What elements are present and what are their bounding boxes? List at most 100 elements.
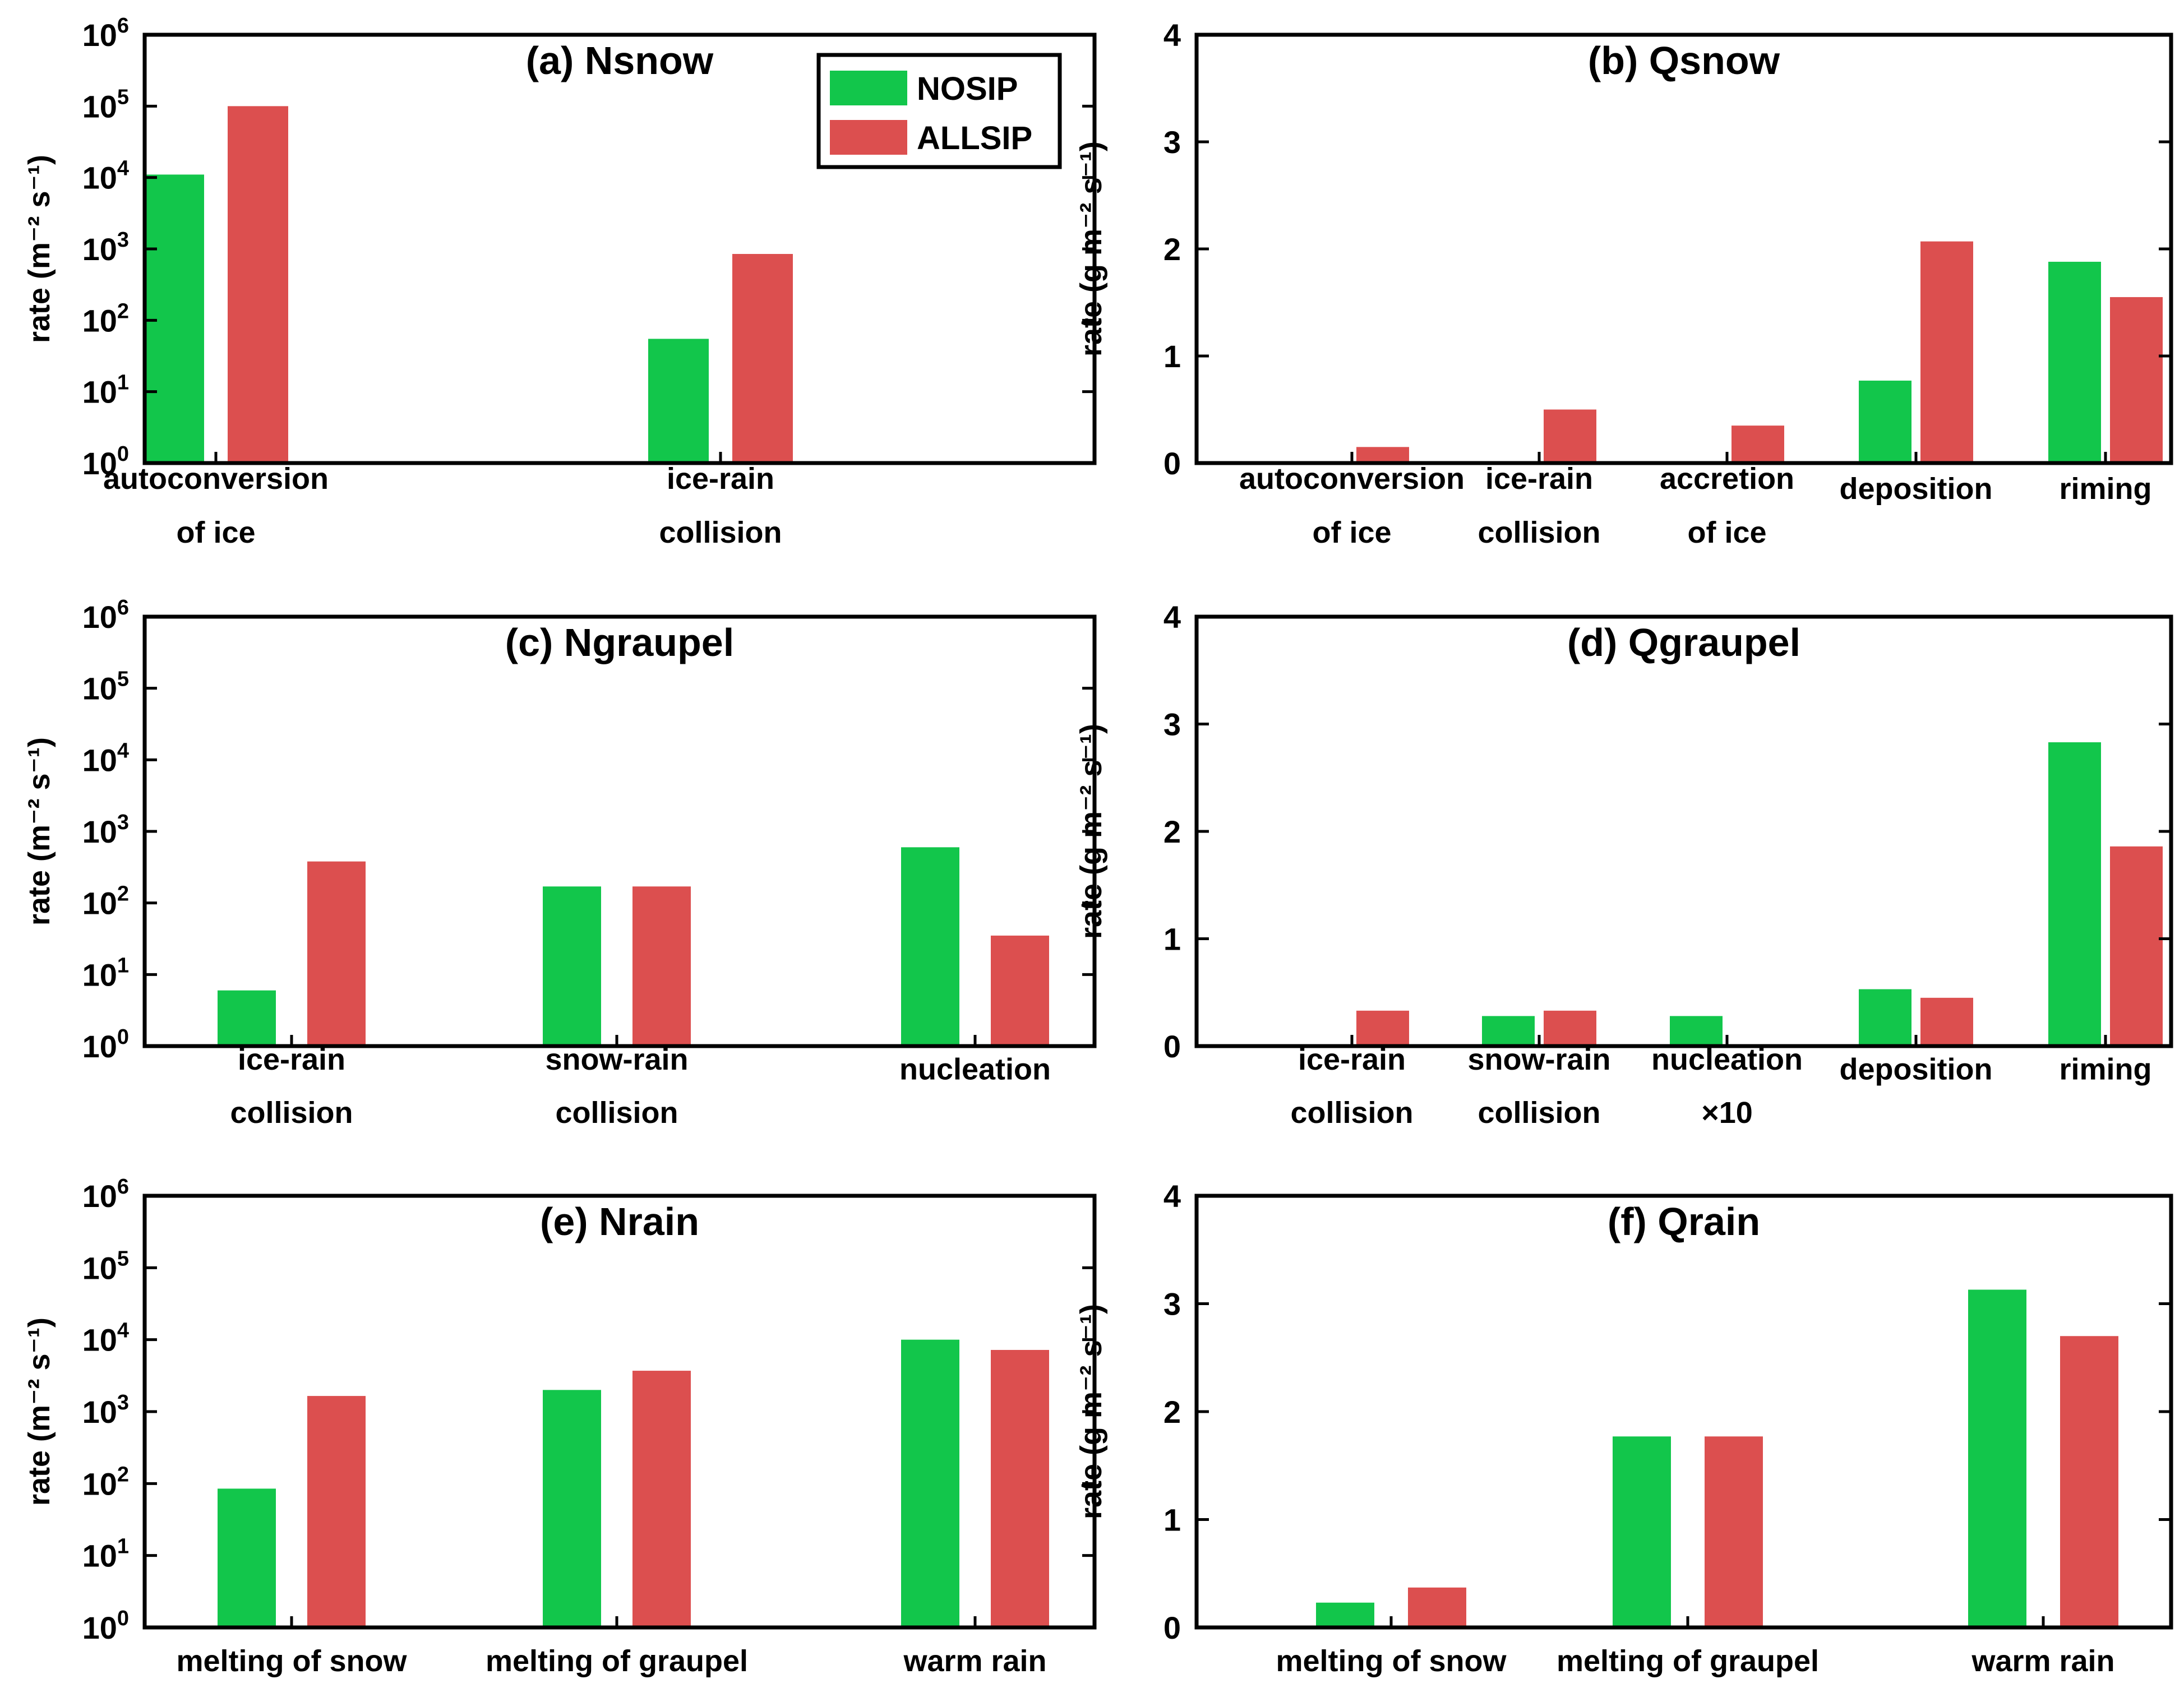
y-tick-label: 106 <box>82 596 129 635</box>
x-category-label: autoconversion <box>103 462 329 496</box>
legend-swatch-allsip <box>830 120 907 155</box>
tick-exponent: 3 <box>117 811 129 834</box>
bar-allsip-3 <box>991 935 1049 1046</box>
y-tick-label: 1 <box>1163 339 1181 374</box>
panel-f: 0 1 2 3 4 melting of snow melting of graupel wa… <box>1074 1178 2173 1678</box>
y-tick-label: 0 <box>1163 1610 1181 1645</box>
tick-base: 10 <box>82 303 117 338</box>
x-category-label: melting of graupel <box>1557 1644 1819 1678</box>
tick-base: 10 <box>82 1538 117 1574</box>
tick-base: 10 <box>82 886 117 921</box>
y-tick-label: 102 <box>82 882 129 921</box>
y-tick-label: 100 <box>82 1607 129 1645</box>
bar-allsip-1 <box>307 861 366 1046</box>
bar-allsip-1 <box>307 1396 366 1627</box>
y-tick-label: 1 <box>1163 922 1181 957</box>
tick-exponent: 3 <box>117 228 129 252</box>
bar-allsip-1 <box>228 106 288 464</box>
tick-base: 10 <box>82 957 117 992</box>
y-tick-label: 4 <box>1163 17 1181 53</box>
x-category-label: collision <box>230 1096 353 1130</box>
y-tick-label: 4 <box>1163 1178 1181 1214</box>
x-category-label: riming <box>2059 1053 2151 1086</box>
y-tick-label: 3 <box>1163 124 1181 160</box>
bar-nosip-1 <box>1316 1602 1374 1627</box>
y-tick-label: 104 <box>82 1319 129 1358</box>
bar-nosip-3 <box>901 1339 959 1627</box>
tick-base: 10 <box>82 1466 117 1501</box>
bar-nosip-1 <box>144 174 204 463</box>
panel-c: 100101102103104105106ice-raincollisionsn… <box>22 596 1097 1130</box>
bar-allsip-5 <box>2110 846 2163 1046</box>
x-category-label: of ice <box>1687 516 1766 549</box>
x-category-label: collision <box>659 516 782 549</box>
legend-label-nosip: NOSIP <box>917 71 1018 107</box>
y-tick-label: 104 <box>82 157 129 196</box>
bar-nosip-2 <box>543 1390 601 1627</box>
tick-base: 10 <box>82 599 117 635</box>
axes-box <box>1194 614 2173 1048</box>
tick-exponent: 4 <box>117 739 129 762</box>
bar-nosip-2 <box>648 339 709 463</box>
y-axis-label: rate (m⁻² s⁻¹) <box>22 737 56 926</box>
bar-nosip-1 <box>218 1488 276 1627</box>
y-tick-label: 102 <box>82 1463 129 1501</box>
y-axis-label: rate (g m⁻² s⁻¹) <box>1074 724 1108 939</box>
y-tick-label: 4 <box>1163 599 1181 635</box>
y-tick-label: 105 <box>82 1247 129 1285</box>
x-category-label: ice-rain <box>1298 1043 1406 1076</box>
tick-exponent: 2 <box>117 299 129 323</box>
bar-allsip-4 <box>1920 241 1973 463</box>
chart-title: (c) Ngraupel <box>505 621 734 664</box>
tick-exponent: 2 <box>117 882 129 906</box>
bar-allsip-1 <box>1356 447 1409 463</box>
y-tick-label: 2 <box>1163 1394 1181 1430</box>
x-category-label: collision <box>1477 516 1600 549</box>
y-tick-label: 104 <box>82 739 129 778</box>
chart-title: (f) Qrain <box>1608 1200 1760 1243</box>
bar-nosip-3 <box>1968 1289 2026 1627</box>
tick-exponent: 1 <box>117 954 129 977</box>
bar-nosip-5 <box>2048 742 2101 1046</box>
tick-exponent: 6 <box>117 14 129 38</box>
tick-exponent: 3 <box>117 1391 129 1414</box>
tick-exponent: 6 <box>117 1175 129 1199</box>
tick-base: 10 <box>82 1178 117 1214</box>
bar-nosip-3 <box>1670 1016 1723 1046</box>
bar-allsip-1 <box>1408 1587 1466 1627</box>
y-tick-label: 102 <box>82 299 129 338</box>
y-tick-label: 3 <box>1163 707 1181 742</box>
bar-allsip-3 <box>1731 426 1784 463</box>
x-category-label: ×10 <box>1701 1096 1753 1130</box>
bar-nosip-2 <box>1613 1436 1671 1627</box>
x-category-label: collision <box>555 1096 678 1130</box>
tick-base: 10 <box>82 1610 117 1645</box>
bar-allsip-3 <box>991 1349 1049 1627</box>
chart-title: (e) Nrain <box>540 1200 699 1243</box>
panel-b: 0 1 2 3 4 autoconversion of ice ice-rain collisi… <box>1074 17 2173 549</box>
bar-allsip-2 <box>1544 409 1596 463</box>
bar-allsip-2 <box>1705 1436 1763 1627</box>
tick-exponent: 6 <box>117 596 129 619</box>
x-category-label: melting of snow <box>1276 1644 1507 1678</box>
y-tick-label: 100 <box>82 442 129 481</box>
y-tick-label: 0 <box>1163 446 1181 481</box>
chart-title: (d) Qgraupel <box>1567 621 1800 664</box>
chart-title: (b) Qsnow <box>1588 39 1780 82</box>
bar-allsip-2 <box>632 1371 691 1627</box>
tick-base: 10 <box>82 232 117 267</box>
tick-exponent: 1 <box>117 1535 129 1558</box>
tick-base: 10 <box>82 446 117 481</box>
y-tick-label: 101 <box>82 954 129 992</box>
x-category-label: of ice <box>1312 516 1391 549</box>
y-axis-label: rate (g m⁻² s⁻¹) <box>1074 1304 1108 1519</box>
x-category-label: snow-rain <box>545 1043 688 1076</box>
x-category-label: melting of snow <box>177 1644 408 1678</box>
y-tick-label: 2 <box>1163 232 1181 267</box>
legend-label-allsip: ALLSIP <box>917 120 1032 156</box>
bar-allsip-5 <box>2110 297 2163 463</box>
bar-allsip-2 <box>1544 1010 1596 1046</box>
bar-allsip-2 <box>732 253 793 463</box>
